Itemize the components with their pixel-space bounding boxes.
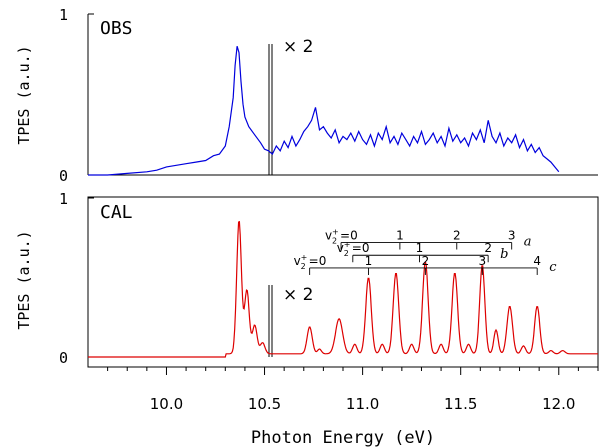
obs-y-tick-label-1: 1 <box>59 6 68 24</box>
progression-prefix: v <box>337 241 344 255</box>
progression-label: 2 <box>453 229 461 243</box>
progression-label: =0 <box>352 241 370 255</box>
progression-label: 2 <box>422 254 430 268</box>
progression-prefix-sup: + <box>332 228 339 237</box>
progression-prefix-sub: 2 <box>344 249 349 258</box>
progression-label: 4 <box>533 254 541 268</box>
x-tick-label: 11.5 <box>444 395 477 413</box>
obs-scale-annotation: × 2 <box>283 37 313 57</box>
x-tick-label: 12.0 <box>542 395 575 413</box>
cal-frame <box>87 196 599 368</box>
progression-label: 3 <box>478 254 486 268</box>
obs-series-line <box>88 46 560 176</box>
progression-prefix-sup: + <box>301 253 308 262</box>
progression-prefix-sub: 2 <box>301 262 306 271</box>
cal-y-axis-label: TPES (a.u.) <box>15 230 33 329</box>
progression-letter: a <box>524 235 532 250</box>
progression-prefix-sup: + <box>344 240 351 249</box>
x-tick-label: 10.5 <box>248 395 281 413</box>
progression-label: =0 <box>340 229 358 243</box>
cal-scale-annotation: × 2 <box>283 285 313 305</box>
progression-letter: b <box>500 247 508 262</box>
progression-label: 2 <box>484 241 492 255</box>
panel-cal: 1 0 TPES (a.u.) CAL × 2 =0 1 2 3v +2 a=0 1 2v +2… <box>15 190 599 368</box>
progression-label: =0 <box>309 254 327 268</box>
progression-prefix: v <box>325 229 332 243</box>
progression-c: =0 1 2 3 4 v +2 c <box>294 253 557 275</box>
cal-y-tick-label-1: 1 <box>59 190 68 208</box>
panel-obs: 1 0 TPES (a.u.) OBS × 2 <box>15 6 598 185</box>
x-tick-label: 11.0 <box>346 395 379 413</box>
vibrational-progressions: =0 1 2 3v +2 a=0 1 2v +2 b=0 1 2 3 4v +2 c <box>294 228 557 275</box>
x-axis: 10.0 10.5 11.0 11.5 12.0 <box>107 367 599 413</box>
x-tick-label: 10.0 <box>150 395 183 413</box>
progression-prefix-sub: 2 <box>332 237 337 246</box>
x-axis-label: Photon Energy (eV) <box>251 428 435 448</box>
progression-label: 1 <box>365 254 373 268</box>
obs-y-tick-label-0: 0 <box>59 167 68 185</box>
cal-panel-label: CAL <box>100 202 133 223</box>
progression-b: =0 1 2v +2 b <box>337 240 508 263</box>
obs-panel-label: OBS <box>100 18 133 39</box>
progression-letter: c <box>549 260 557 275</box>
progression-a: =0 1 2 3v +2 a <box>325 228 531 250</box>
progression-prefix: v <box>294 254 301 268</box>
progression-label: 1 <box>396 229 404 243</box>
cal-y-tick-label-0: 0 <box>59 349 68 367</box>
progression-label: 3 <box>508 229 516 243</box>
obs-y-axis-label: TPES (a.u.) <box>15 45 33 144</box>
progression-label: 1 <box>416 241 424 255</box>
cal-series-line <box>88 220 598 358</box>
